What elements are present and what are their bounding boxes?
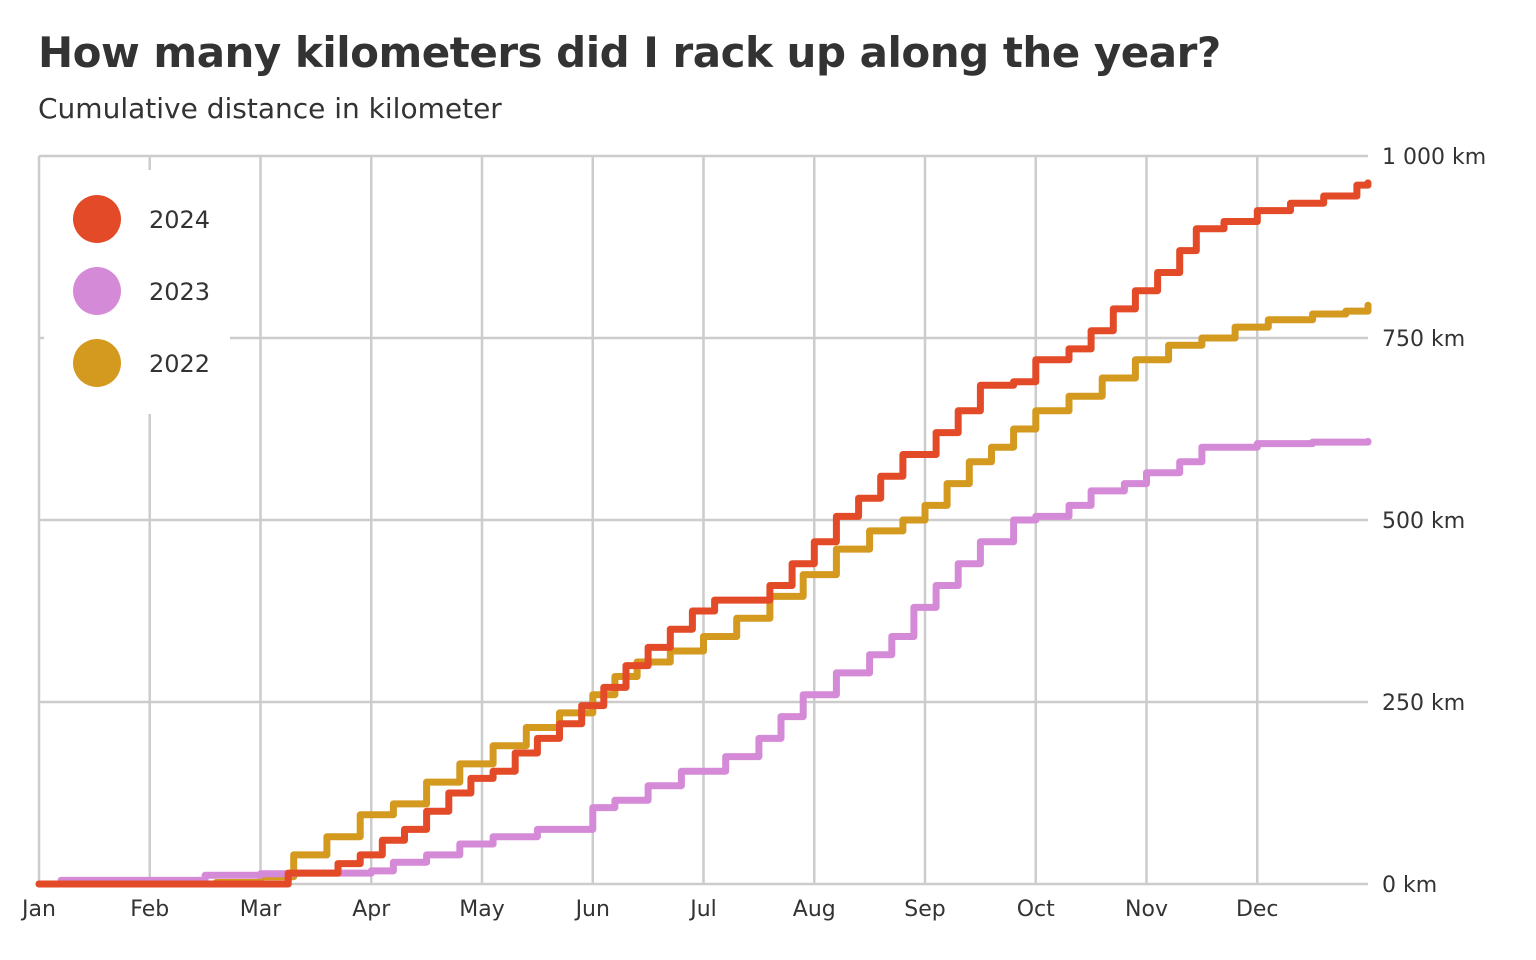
y-tick-label: 0 km — [1382, 873, 1437, 898]
legend-label: 2023 — [149, 278, 210, 306]
x-tick-label: Apr — [352, 897, 391, 922]
y-tick-label: 500 km — [1382, 509, 1465, 534]
x-tick-label: Jun — [574, 897, 610, 922]
chart-title: How many kilometers did I rack up along … — [38, 28, 1221, 77]
series-line-2022 — [35, 301, 1372, 888]
x-tick-label: Nov — [1125, 897, 1168, 922]
legend-label: 2024 — [149, 206, 210, 234]
legend-swatch-2023 — [73, 267, 121, 315]
y-tick-label: 250 km — [1382, 691, 1465, 716]
series-lines — [35, 179, 1372, 888]
x-tick-label: Aug — [793, 897, 836, 922]
x-tick-label: Sep — [904, 897, 945, 922]
x-axis: Jan Feb Mar Apr May Jun Jul Aug Sep Oct Nov Dec — [20, 897, 1279, 922]
legend-label: 2022 — [149, 350, 210, 378]
series-line-2023 — [35, 437, 1372, 888]
legend: 2024 2023 2022 — [44, 170, 230, 414]
x-tick-label: May — [459, 897, 504, 922]
chart-subtitle: Cumulative distance in kilometer — [38, 92, 502, 125]
x-tick-label: Feb — [130, 897, 169, 922]
x-tick-label: Jul — [688, 897, 717, 922]
series-line-2024 — [35, 179, 1372, 888]
legend-swatch-2022 — [73, 339, 121, 387]
y-tick-label: 750 km — [1382, 327, 1465, 352]
x-tick-label: Oct — [1017, 897, 1055, 922]
y-tick-label: 1 000 km — [1382, 145, 1486, 170]
x-tick-label: Dec — [1236, 897, 1279, 922]
grid-lines — [37, 154, 1368, 886]
x-tick-label: Mar — [240, 897, 282, 922]
x-tick-label: Jan — [20, 897, 56, 922]
legend-swatch-2024 — [73, 195, 121, 243]
y-axis: 0 km 250 km 500 km 750 km 1 000 km — [1382, 145, 1486, 898]
